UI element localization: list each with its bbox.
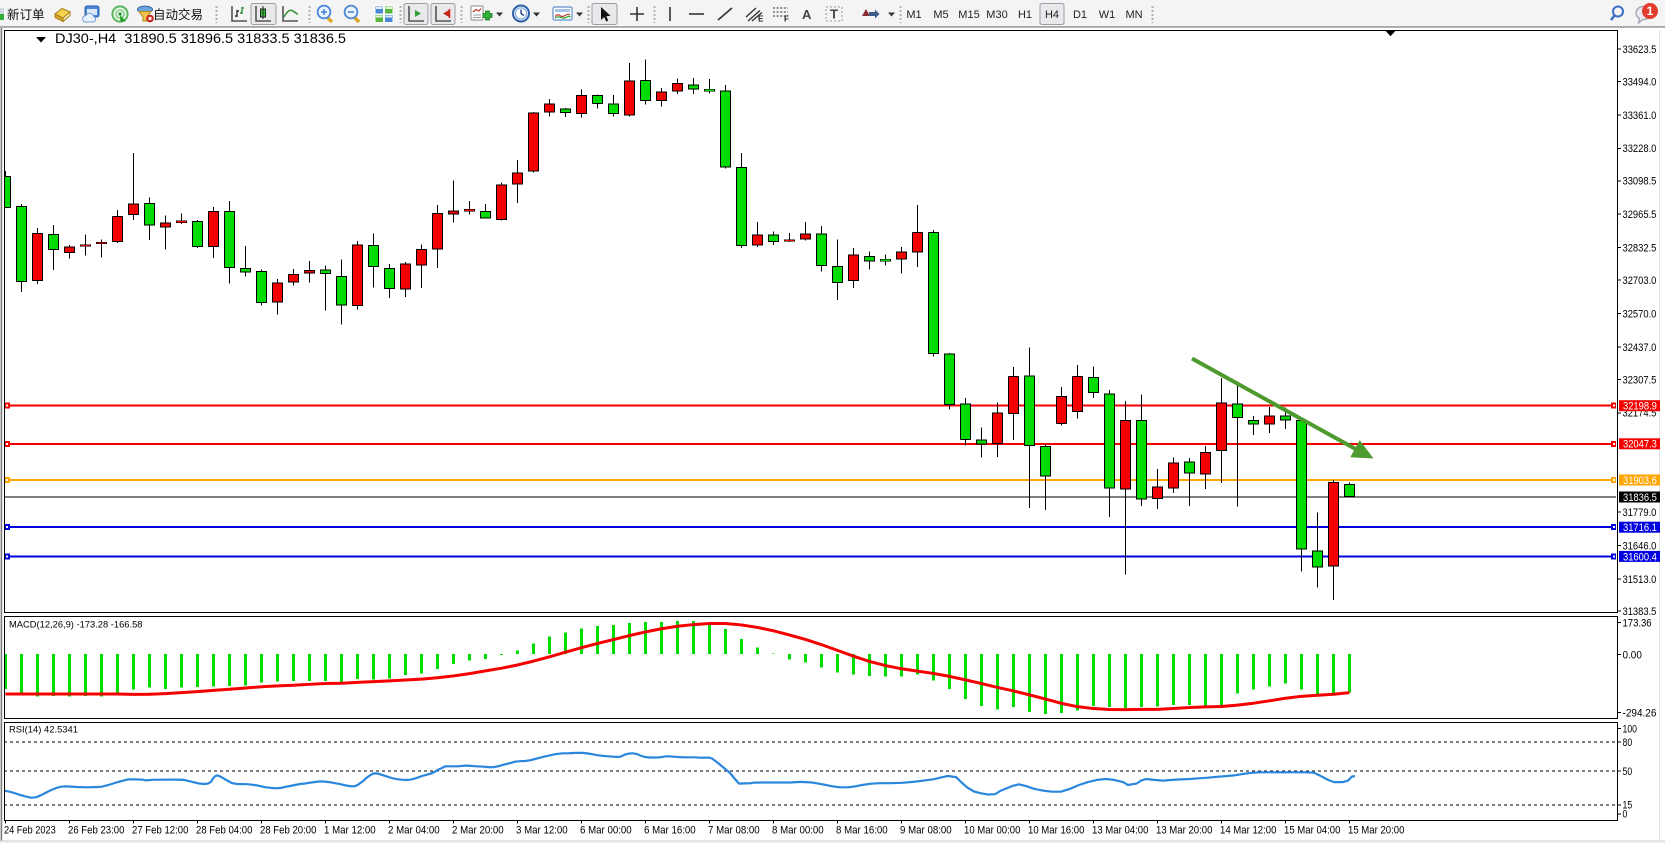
svg-text:32703.0: 32703.0	[1623, 275, 1657, 287]
svg-text:9 Mar 08:00: 9 Mar 08:00	[900, 824, 952, 836]
svg-text:2 Mar 20:00: 2 Mar 20:00	[452, 824, 504, 836]
svg-text:15: 15	[1623, 800, 1633, 812]
svg-text:M1: M1	[906, 9, 921, 21]
svg-text:M15: M15	[958, 9, 979, 21]
svg-text:32198.9: 32198.9	[1623, 401, 1657, 413]
svg-text:31716.1: 31716.1	[1623, 522, 1657, 534]
svg-text:33361.0: 33361.0	[1623, 110, 1657, 122]
svg-text:31600.4: 31600.4	[1623, 551, 1657, 563]
svg-text:32965.5: 32965.5	[1623, 209, 1657, 221]
svg-text:自动交易: 自动交易	[153, 7, 203, 22]
svg-text:31779.0: 31779.0	[1623, 507, 1657, 519]
svg-text:50: 50	[1623, 766, 1633, 778]
svg-text:E: E	[758, 15, 764, 24]
svg-text:28 Feb 04:00: 28 Feb 04:00	[196, 824, 252, 836]
svg-text:D1: D1	[1073, 9, 1087, 21]
svg-text:F: F	[784, 15, 789, 24]
svg-text:1 Mar 12:00: 1 Mar 12:00	[324, 824, 376, 836]
svg-text:3 Mar 12:00: 3 Mar 12:00	[516, 824, 568, 836]
svg-text:MACD(12,26,9) -173.28 -166.58: MACD(12,26,9) -173.28 -166.58	[9, 620, 143, 631]
svg-text:新订单: 新订单	[7, 7, 45, 22]
svg-text:8 Mar 00:00: 8 Mar 00:00	[772, 824, 824, 836]
svg-text:8 Mar 16:00: 8 Mar 16:00	[836, 824, 888, 836]
svg-text:28 Feb 20:00: 28 Feb 20:00	[260, 824, 316, 836]
svg-text:27 Feb 12:00: 27 Feb 12:00	[132, 824, 188, 836]
svg-text:6 Mar 16:00: 6 Mar 16:00	[644, 824, 696, 836]
svg-text:M30: M30	[986, 9, 1007, 21]
svg-text:MN: MN	[1125, 9, 1142, 21]
svg-text:10 Mar 00:00: 10 Mar 00:00	[964, 824, 1020, 836]
svg-text:33228.0: 33228.0	[1623, 143, 1657, 155]
svg-text:13 Mar 20:00: 13 Mar 20:00	[1156, 824, 1212, 836]
svg-text:7 Mar 08:00: 7 Mar 08:00	[708, 824, 760, 836]
svg-text:T: T	[830, 7, 838, 22]
svg-text:H1: H1	[1018, 9, 1032, 21]
svg-text:33494.0: 33494.0	[1623, 76, 1657, 88]
svg-text:0: 0	[1623, 809, 1628, 821]
svg-text:33098.5: 33098.5	[1623, 176, 1657, 188]
svg-text:31383.5: 31383.5	[1623, 606, 1657, 618]
svg-text:173.36: 173.36	[1623, 618, 1652, 630]
svg-text:32307.5: 32307.5	[1623, 374, 1657, 386]
svg-text:6 Mar 00:00: 6 Mar 00:00	[580, 824, 632, 836]
svg-text:32047.3: 32047.3	[1623, 439, 1657, 451]
svg-text:RSI(14) 42.5341: RSI(14) 42.5341	[9, 725, 78, 736]
svg-text:33623.5: 33623.5	[1623, 44, 1657, 56]
svg-text:10 Mar 16:00: 10 Mar 16:00	[1028, 824, 1084, 836]
svg-text:1: 1	[1647, 4, 1654, 18]
svg-text:32570.0: 32570.0	[1623, 308, 1657, 320]
svg-text:31646.0: 31646.0	[1623, 540, 1657, 552]
svg-text:2 Mar 04:00: 2 Mar 04:00	[388, 824, 440, 836]
svg-text:31903.6: 31903.6	[1623, 475, 1657, 487]
svg-text:15 Mar 04:00: 15 Mar 04:00	[1284, 824, 1340, 836]
svg-text:-294.26: -294.26	[1623, 708, 1657, 720]
svg-text:26 Feb 23:00: 26 Feb 23:00	[68, 824, 124, 836]
svg-text:32437.0: 32437.0	[1623, 342, 1657, 354]
svg-text:32832.5: 32832.5	[1623, 243, 1657, 255]
svg-text:0.00: 0.00	[1623, 649, 1642, 661]
svg-text:H4: H4	[1045, 9, 1059, 21]
svg-text:15 Mar 20:00: 15 Mar 20:00	[1348, 824, 1404, 836]
svg-text:31836.5: 31836.5	[1623, 492, 1657, 504]
svg-text:13 Mar 04:00: 13 Mar 04:00	[1092, 824, 1148, 836]
svg-text:100: 100	[1623, 723, 1638, 735]
svg-text:W1: W1	[1099, 9, 1116, 21]
svg-text:14 Mar 12:00: 14 Mar 12:00	[1220, 824, 1276, 836]
svg-text:DJ30-,H4 31890.5 31896.5 3183: DJ30-,H4 31890.5 31896.5 31833.5 31836.5	[55, 31, 346, 46]
svg-text:24 Feb 2023: 24 Feb 2023	[4, 824, 56, 836]
svg-text:M5: M5	[933, 9, 948, 21]
svg-text:A: A	[802, 7, 812, 22]
svg-text:31513.0: 31513.0	[1623, 574, 1657, 586]
svg-text:80: 80	[1623, 737, 1633, 749]
